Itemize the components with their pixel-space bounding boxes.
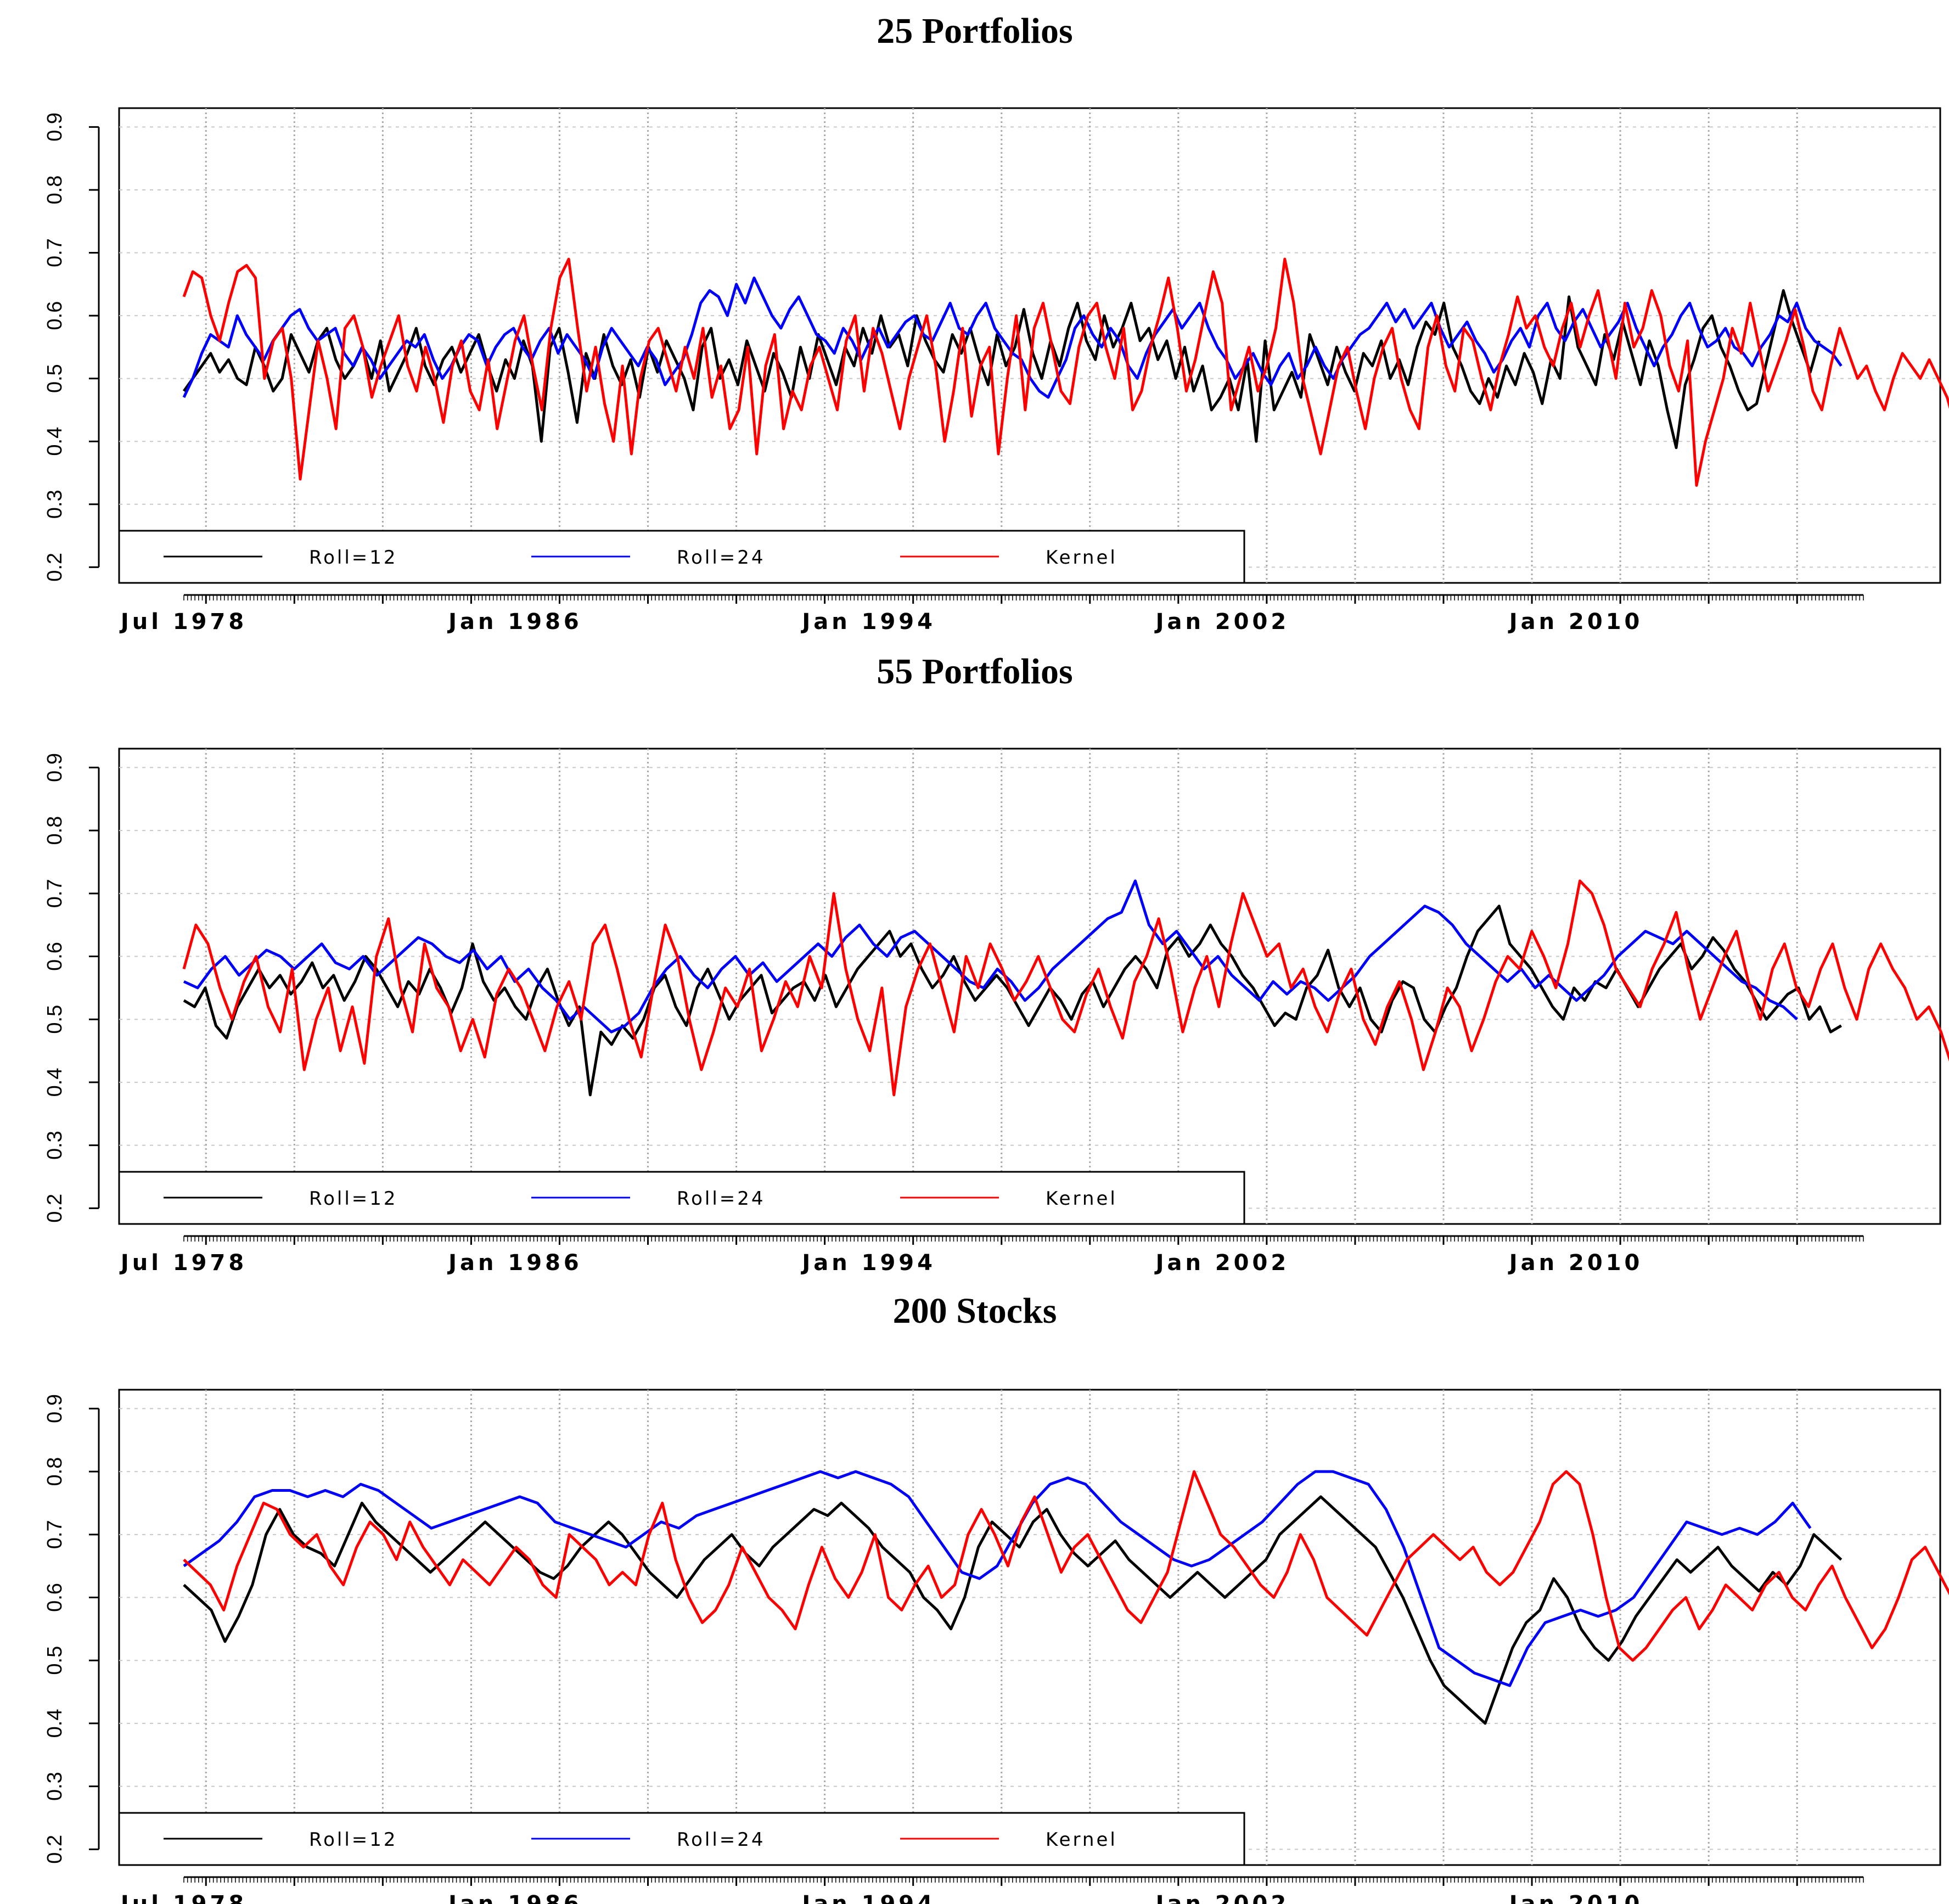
series-line-roll-24 xyxy=(183,1470,1812,1687)
x-tick-label: Jul 1978 xyxy=(119,1891,247,1904)
legend-label-roll-24: Roll=24 xyxy=(677,1188,766,1210)
x-tick-label: Jan 2010 xyxy=(1508,1891,1643,1904)
x-tick-label: Jul 1978 xyxy=(119,1250,247,1276)
legend-label-kernel: Kernel xyxy=(1046,547,1117,569)
chart-panel-200-stocks: 200 Stocks 0.2 0.3 0.4 0.5 0.6 0.7 0.8 0.9 Jul … xyxy=(43,1291,1949,1904)
y-axis: 0.2 0.3 0.4 0.5 0.6 0.7 0.8 0.9 xyxy=(43,753,100,1223)
x-tick-label: Jan 1986 xyxy=(447,609,582,634)
y-tick-label: 0.7 xyxy=(43,238,66,267)
chart-panel-55-portfolios: 55 Portfolios 0.2 0.3 0.4 0.5 0.6 0.7 0.8 0.9 J… xyxy=(43,651,1949,1276)
y-tick-label: 0.9 xyxy=(43,753,66,782)
legend-label-roll-24: Roll=24 xyxy=(677,1829,766,1851)
legend-label-kernel: Kernel xyxy=(1046,1188,1117,1210)
legend: Roll=12 Roll=24 Kernel xyxy=(118,1171,1245,1225)
y-tick-label: 0.8 xyxy=(43,176,66,205)
y-tick-label: 0.8 xyxy=(43,1457,66,1486)
series-line-roll-24 xyxy=(183,879,1798,1034)
chart-panel-25-portfolios: 25 Portfolios 0.2 0.3 0.4 0.5 0.6 0.7 0.8 0.9 J… xyxy=(43,11,1949,634)
plot-frame xyxy=(118,1389,1941,1866)
legend-label-roll-24: Roll=24 xyxy=(677,547,766,569)
y-tick-label: 0.3 xyxy=(43,490,66,519)
legend-box xyxy=(118,1171,1245,1225)
series-group xyxy=(182,257,1949,487)
y-tick-label: 0.2 xyxy=(43,553,66,582)
y-tick-label: 0.5 xyxy=(43,1005,66,1034)
y-tick-label: 0.4 xyxy=(43,1709,66,1738)
y-tick-label: 0.6 xyxy=(43,301,66,330)
x-axis: Jul 1978 Jan 1986 Jan 1994 Jan 2002 Jan … xyxy=(119,1876,1864,1904)
y-tick-label: 0.4 xyxy=(43,427,66,456)
x-tick-label: Jan 2010 xyxy=(1508,609,1643,634)
x-tick-label: Jan 1994 xyxy=(800,609,936,634)
gridlines xyxy=(119,1390,1940,1865)
x-tick-label: Jan 1986 xyxy=(447,1250,582,1276)
y-tick-label: 0.7 xyxy=(43,1520,66,1549)
x-tick-label: Jul 1978 xyxy=(119,609,247,634)
x-axis: Jul 1978 Jan 1986 Jan 1994 Jan 2002 Jan … xyxy=(119,1235,1864,1276)
y-tick-label: 0.2 xyxy=(43,1835,66,1864)
legend-label-kernel: Kernel xyxy=(1046,1829,1117,1851)
chart-title: 200 Stocks xyxy=(893,1291,1057,1331)
series-group xyxy=(183,1470,1949,1725)
legend-label-roll-12: Roll=12 xyxy=(309,547,398,569)
y-tick-label: 0.5 xyxy=(43,1646,66,1675)
y-tick-label: 0.5 xyxy=(43,364,66,393)
legend: Roll=12 Roll=24 Kernel xyxy=(118,1812,1245,1866)
x-tick-label: Jan 2002 xyxy=(1154,609,1290,634)
y-tick-label: 0.3 xyxy=(43,1772,66,1801)
series-group xyxy=(182,879,1949,1097)
x-tick-label: Jan 1994 xyxy=(800,1250,936,1276)
gridlines xyxy=(119,749,1940,1224)
y-tick-label: 0.8 xyxy=(43,816,66,845)
y-tick-label: 0.6 xyxy=(43,942,66,971)
x-tick-label: Jan 2002 xyxy=(1154,1250,1290,1276)
legend-box xyxy=(118,530,1245,584)
x-axis: Jul 1978 Jan 1986 Jan 1994 Jan 2002 Jan … xyxy=(119,594,1864,634)
series-line-roll-12 xyxy=(183,905,1842,1097)
chart-title: 55 Portfolios xyxy=(877,651,1072,692)
plot-frame xyxy=(118,748,1941,1225)
legend-box xyxy=(118,1812,1245,1866)
y-tick-label: 0.4 xyxy=(43,1068,66,1097)
legend-label-roll-12: Roll=12 xyxy=(309,1829,398,1851)
series-line-kernel xyxy=(183,1470,1949,1662)
y-tick-label: 0.9 xyxy=(43,113,66,142)
legend-label-roll-12: Roll=12 xyxy=(309,1188,398,1210)
x-tick-label: Jan 2010 xyxy=(1508,1250,1643,1276)
x-tick-label: Jan 1986 xyxy=(447,1891,582,1904)
x-tick-label: Jan 2002 xyxy=(1154,1891,1290,1904)
legend: Roll=12 Roll=24 Kernel xyxy=(118,530,1245,584)
y-tick-label: 0.7 xyxy=(43,879,66,908)
series-line-roll-12 xyxy=(182,289,1821,450)
x-tick-label: Jan 1994 xyxy=(800,1891,936,1904)
series-line-kernel xyxy=(182,879,1949,1097)
series-line-kernel xyxy=(182,257,1949,487)
chart-title: 25 Portfolios xyxy=(877,11,1072,51)
y-axis: 0.2 0.3 0.4 0.5 0.6 0.7 0.8 0.9 xyxy=(43,113,100,582)
y-tick-label: 0.6 xyxy=(43,1583,66,1612)
y-tick-label: 0.9 xyxy=(43,1394,66,1423)
y-tick-label: 0.2 xyxy=(43,1194,66,1223)
y-tick-label: 0.3 xyxy=(43,1131,66,1160)
y-axis: 0.2 0.3 0.4 0.5 0.6 0.7 0.8 0.9 xyxy=(43,1394,100,1864)
